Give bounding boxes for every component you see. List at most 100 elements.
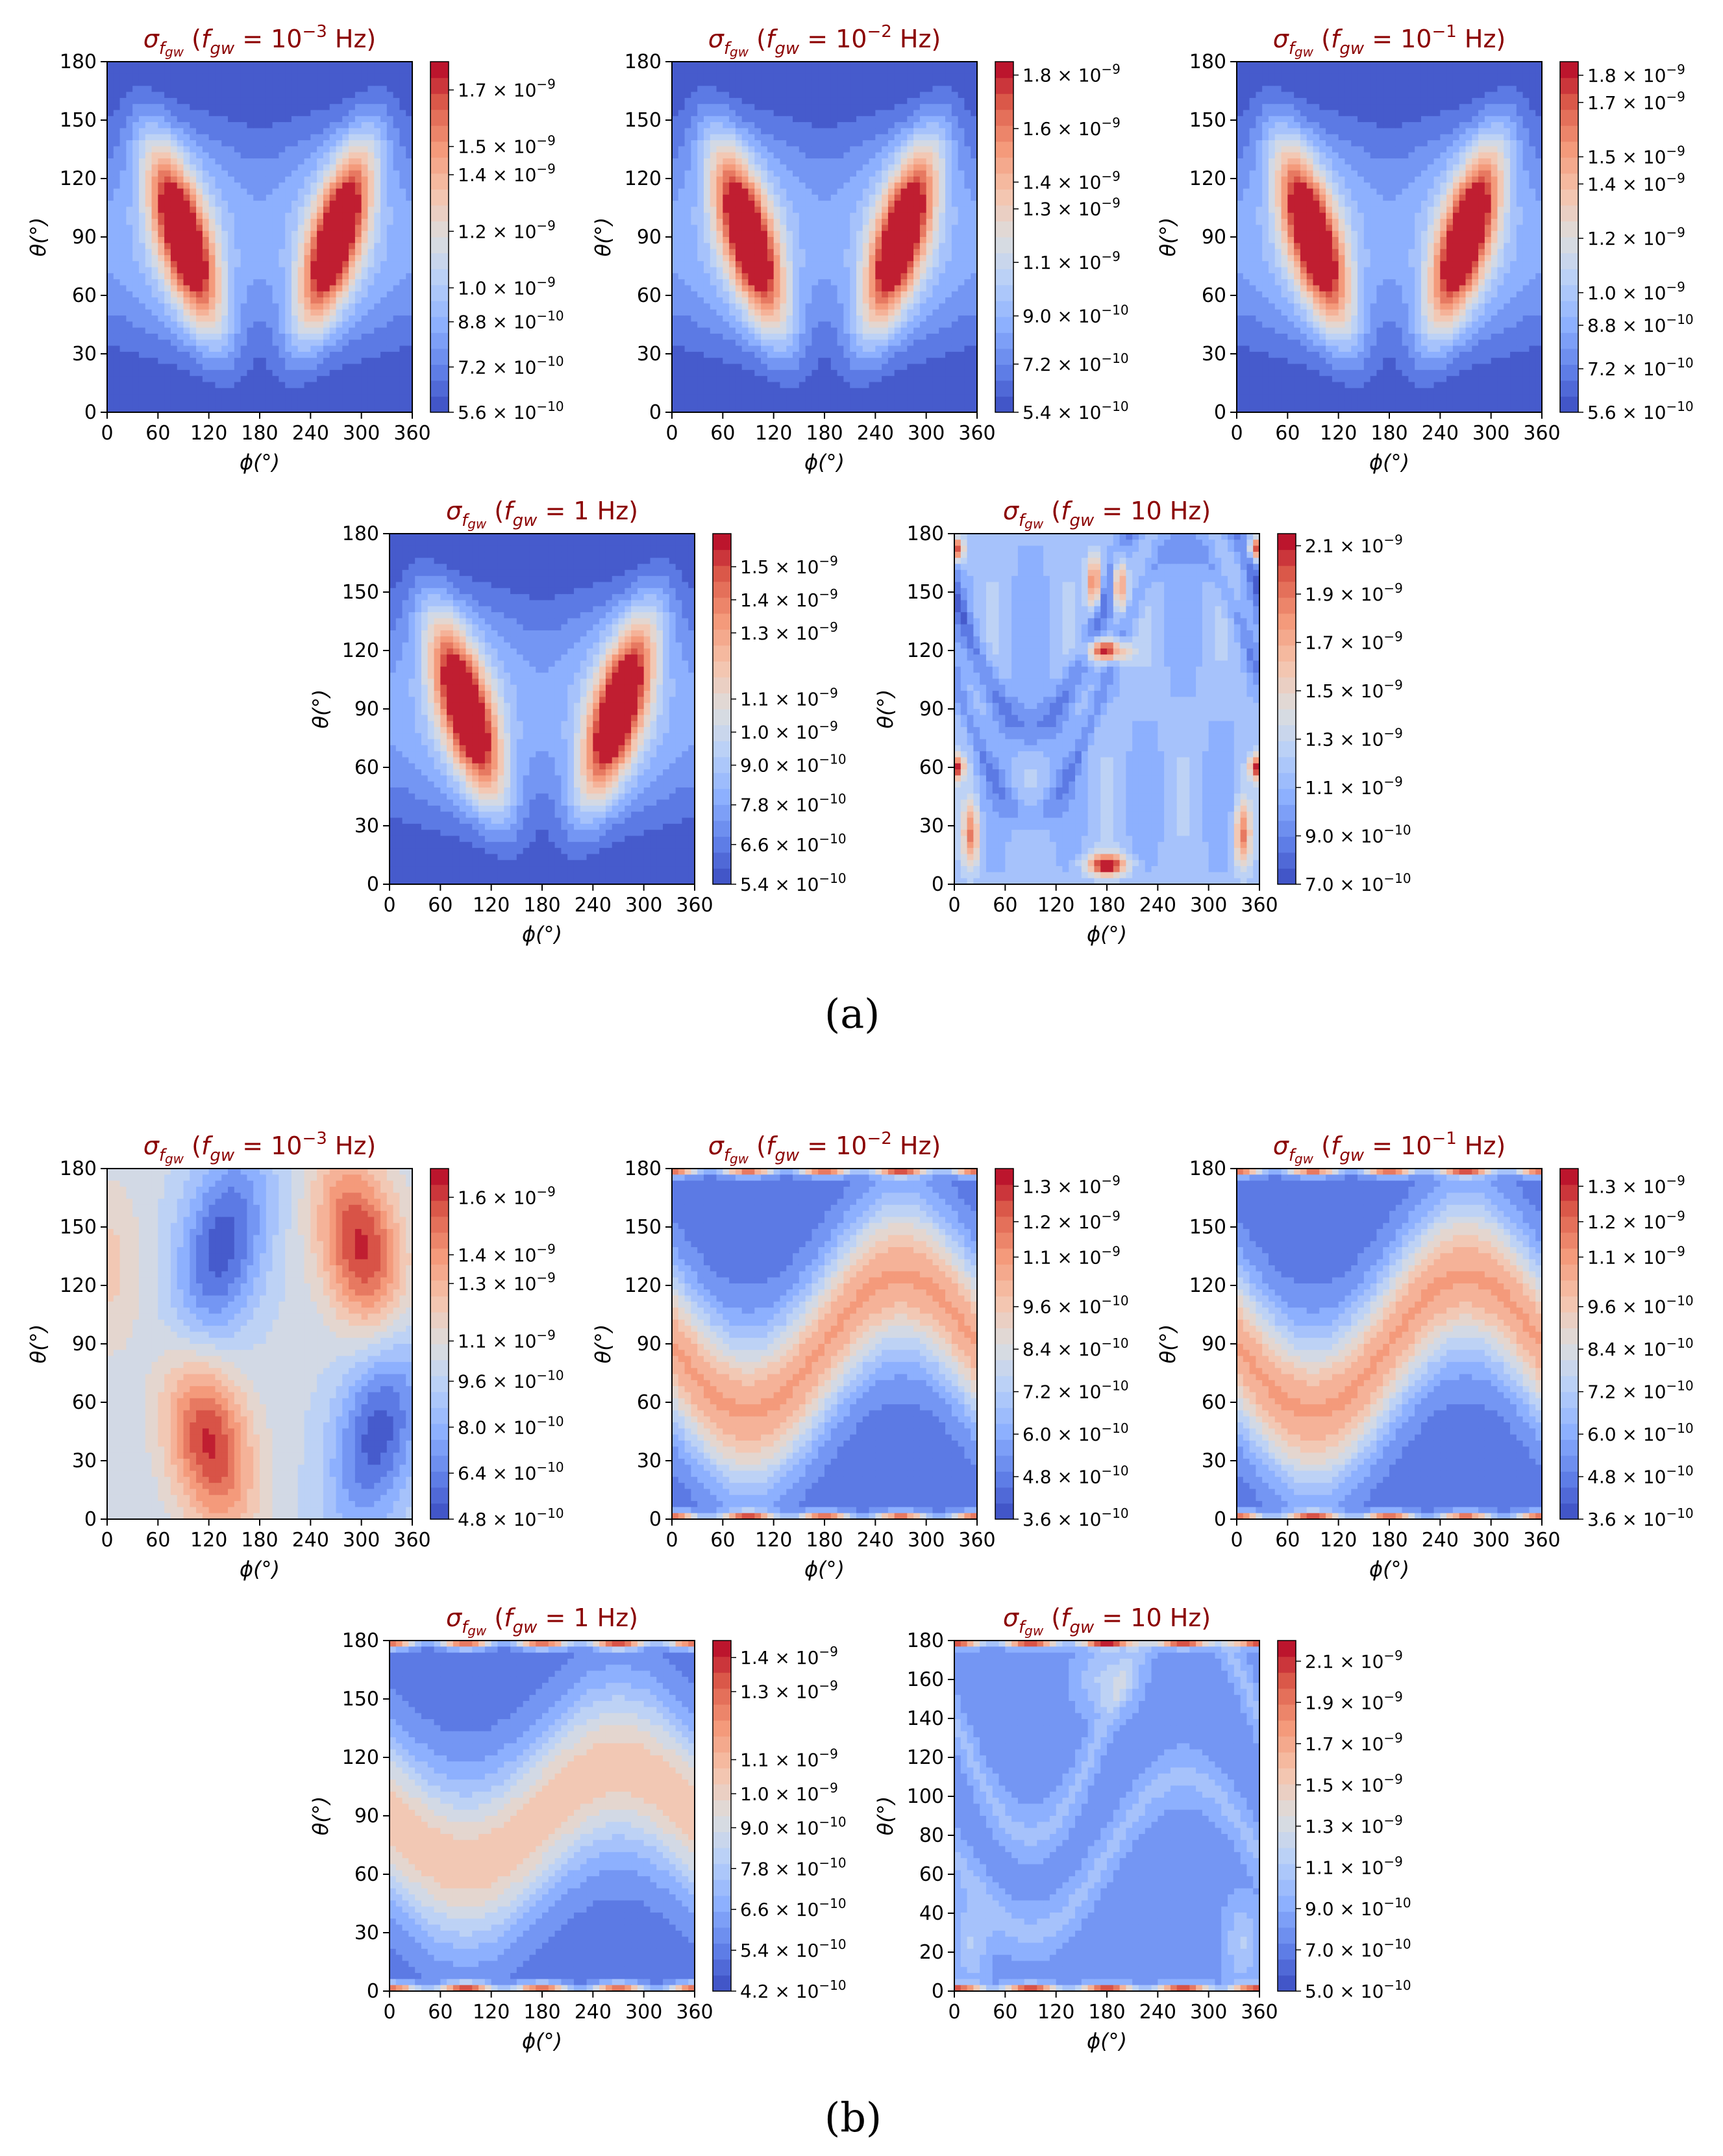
heatmap-cell: [171, 116, 177, 123]
heatmap-cell: [177, 285, 184, 291]
heatmap-cell: [145, 98, 152, 105]
heatmap-cell: [221, 104, 228, 110]
heatmap-cell: [215, 86, 221, 92]
heatmap-cell: [196, 74, 203, 81]
heatmap-cell: [190, 213, 196, 219]
heatmap-cell: [215, 201, 221, 207]
heatmap-cell: [145, 376, 152, 382]
heatmap-cell: [132, 134, 139, 141]
heatmap-cell: [190, 334, 196, 340]
heatmap-cell: [171, 206, 177, 213]
heatmap-cell: [177, 237, 184, 243]
heatmap-cell: [120, 297, 127, 304]
heatmap-cell: [184, 273, 190, 280]
heatmap-cell: [158, 321, 164, 328]
heatmap-cell: [164, 158, 171, 165]
heatmap-cell: [177, 291, 184, 298]
heatmap-cell: [171, 394, 177, 401]
heatmap-cell: [171, 340, 177, 346]
heatmap-cell: [209, 303, 216, 310]
heatmap-cell: [139, 400, 145, 406]
heatmap-cell: [158, 388, 164, 395]
heatmap-cell: [190, 80, 196, 86]
heatmap-cell: [203, 321, 209, 328]
heatmap-cell: [177, 158, 184, 165]
heatmap-cell: [190, 140, 196, 147]
heatmap-cell: [171, 358, 177, 364]
heatmap-cell: [120, 225, 127, 231]
heatmap-cell: [221, 80, 228, 86]
heatmap-cell: [177, 189, 184, 195]
heatmap-cell: [209, 92, 216, 99]
heatmap-cell: [132, 213, 139, 219]
heatmap-cell: [177, 328, 184, 334]
heatmap-cell: [152, 182, 158, 189]
heatmap-cell: [215, 110, 221, 116]
heatmap-cell: [164, 321, 171, 328]
heatmap-cell: [203, 364, 209, 371]
heatmap-cell: [132, 291, 139, 298]
heatmap-cell: [221, 98, 228, 105]
heatmap-cell: [196, 219, 203, 225]
heatmap-cell: [114, 116, 120, 123]
heatmap-cell: [196, 316, 203, 322]
heatmap-cell: [139, 376, 145, 382]
heatmap-cell: [120, 80, 127, 86]
heatmap-cell: [114, 303, 120, 310]
heatmap-cell: [190, 62, 196, 68]
heatmap-cell: [145, 146, 152, 153]
heatmap-cell: [152, 177, 158, 183]
heatmap-cell: [177, 231, 184, 238]
heatmap-cell: [190, 261, 196, 267]
heatmap-cell: [164, 340, 171, 346]
heatmap-cell: [171, 255, 177, 262]
heatmap-cell: [203, 116, 209, 123]
heatmap-cell: [126, 255, 132, 262]
heatmap-cell: [158, 303, 164, 310]
heatmap-cell: [196, 182, 203, 189]
heatmap-cell: [221, 86, 228, 92]
heatmap-cell: [126, 321, 132, 328]
heatmap-cell: [171, 316, 177, 322]
heatmap-cell: [177, 201, 184, 207]
heatmap-cell: [215, 237, 221, 243]
heatmap-cell: [145, 231, 152, 238]
heatmap-cell: [120, 206, 127, 213]
heatmap-cell: [209, 189, 216, 195]
heatmap-cell: [120, 110, 127, 116]
heatmap-cell: [190, 128, 196, 134]
heatmap-cell: [177, 261, 184, 267]
heatmap-cell: [126, 279, 132, 286]
heatmap-cell: [120, 340, 127, 346]
heatmap-cell: [177, 153, 184, 159]
heatmap-cell: [184, 182, 190, 189]
heatmap-cell: [132, 352, 139, 358]
heatmap-cell: [152, 116, 158, 123]
heatmap-cell: [145, 291, 152, 298]
heatmap-cell: [164, 86, 171, 92]
heatmap-cell: [158, 195, 164, 201]
heatmap-cell: [190, 182, 196, 189]
heatmap-cell: [209, 255, 216, 262]
heatmap-cell: [190, 297, 196, 304]
heatmap-cell: [221, 382, 228, 388]
heatmap-cell: [190, 328, 196, 334]
heatmap-cell: [184, 116, 190, 123]
heatmap-cell: [139, 388, 145, 395]
heatmap-cell: [196, 273, 203, 280]
heatmap-cell: [145, 153, 152, 159]
heatmap-cell: [209, 74, 216, 81]
heatmap-cell: [190, 279, 196, 286]
heatmap-cell: [120, 267, 127, 274]
heatmap-cell: [196, 177, 203, 183]
heatmap-cell: [190, 219, 196, 225]
heatmap-cell: [164, 122, 171, 129]
heatmap-cell: [215, 98, 221, 105]
heatmap-cell: [196, 237, 203, 243]
heatmap-cell: [221, 231, 228, 238]
heatmap-cell: [139, 164, 145, 171]
heatmap-cell: [164, 128, 171, 134]
heatmap-cell: [190, 358, 196, 364]
heatmap-cell: [120, 279, 127, 286]
heatmap-cell: [145, 182, 152, 189]
